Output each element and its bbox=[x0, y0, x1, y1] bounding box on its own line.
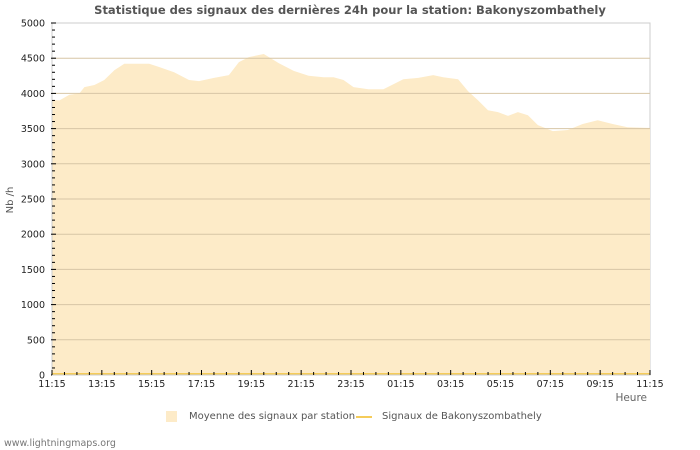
y-tick-label: 1500 bbox=[21, 265, 45, 276]
y-axis: 0 500 1000 1500 2000 2500 3000 3500 4000 4500 5000 bbox=[21, 19, 56, 382]
chart-plot: 0 500 1000 1500 2000 2500 3000 3500 4000 4500 5000… bbox=[5, 19, 664, 405]
x-tick-label: 03:15 bbox=[437, 379, 464, 390]
y-tick-label: 4500 bbox=[21, 54, 45, 65]
y-axis-label: Nb /h bbox=[5, 187, 16, 214]
legend-label-station: Signaux de Bakonyszombathely bbox=[382, 411, 542, 422]
x-tick-label: 11:15 bbox=[38, 379, 65, 390]
y-tick-label: 0 bbox=[39, 371, 45, 382]
gridlines bbox=[52, 57, 650, 341]
y-tick-label: 4000 bbox=[21, 89, 45, 100]
x-tick-label: 07:15 bbox=[537, 379, 564, 390]
y-tick-label: 1000 bbox=[21, 300, 45, 311]
y-tick-label: 5000 bbox=[21, 19, 45, 30]
chart-title: Statistique des signaux des dernières 24… bbox=[94, 3, 606, 17]
legend-item-station: Signaux de Bakonyszombathely bbox=[356, 411, 542, 422]
x-tick-label: 13:15 bbox=[88, 379, 115, 390]
area-swatch-icon bbox=[166, 411, 177, 422]
average-signals-area bbox=[52, 54, 650, 375]
x-tick-label: 05:15 bbox=[487, 379, 514, 390]
y-tick-label: 3000 bbox=[21, 159, 45, 170]
legend-item-average: Moyenne des signaux par station bbox=[166, 411, 355, 422]
source-credit: www.lightningmaps.org bbox=[4, 438, 116, 449]
x-tick-label: 01:15 bbox=[387, 379, 414, 390]
line-swatch-icon bbox=[356, 415, 372, 418]
x-tick-label: 19:15 bbox=[238, 379, 265, 390]
x-tick-label: 09:15 bbox=[586, 379, 613, 390]
y-tick-label: 2500 bbox=[21, 195, 45, 206]
x-tick-label: 23:15 bbox=[337, 379, 364, 390]
y-tick-label: 2000 bbox=[21, 230, 45, 241]
x-axis-label: Heure bbox=[615, 392, 647, 404]
y-tick-label: 3500 bbox=[21, 124, 45, 135]
x-axis: 11:15 13:15 15:15 17:15 19:15 21:15 23:15 01:15… bbox=[38, 370, 664, 390]
y-tick-label: 500 bbox=[27, 335, 45, 346]
x-tick-label: 17:15 bbox=[188, 379, 215, 390]
legend-label-average: Moyenne des signaux par station bbox=[189, 411, 356, 422]
x-tick-label: 21:15 bbox=[287, 379, 314, 390]
legend: Moyenne des signaux par station Signaux … bbox=[0, 411, 700, 427]
x-tick-label: 11:15 bbox=[636, 379, 663, 390]
x-tick-label: 15:15 bbox=[138, 379, 165, 390]
